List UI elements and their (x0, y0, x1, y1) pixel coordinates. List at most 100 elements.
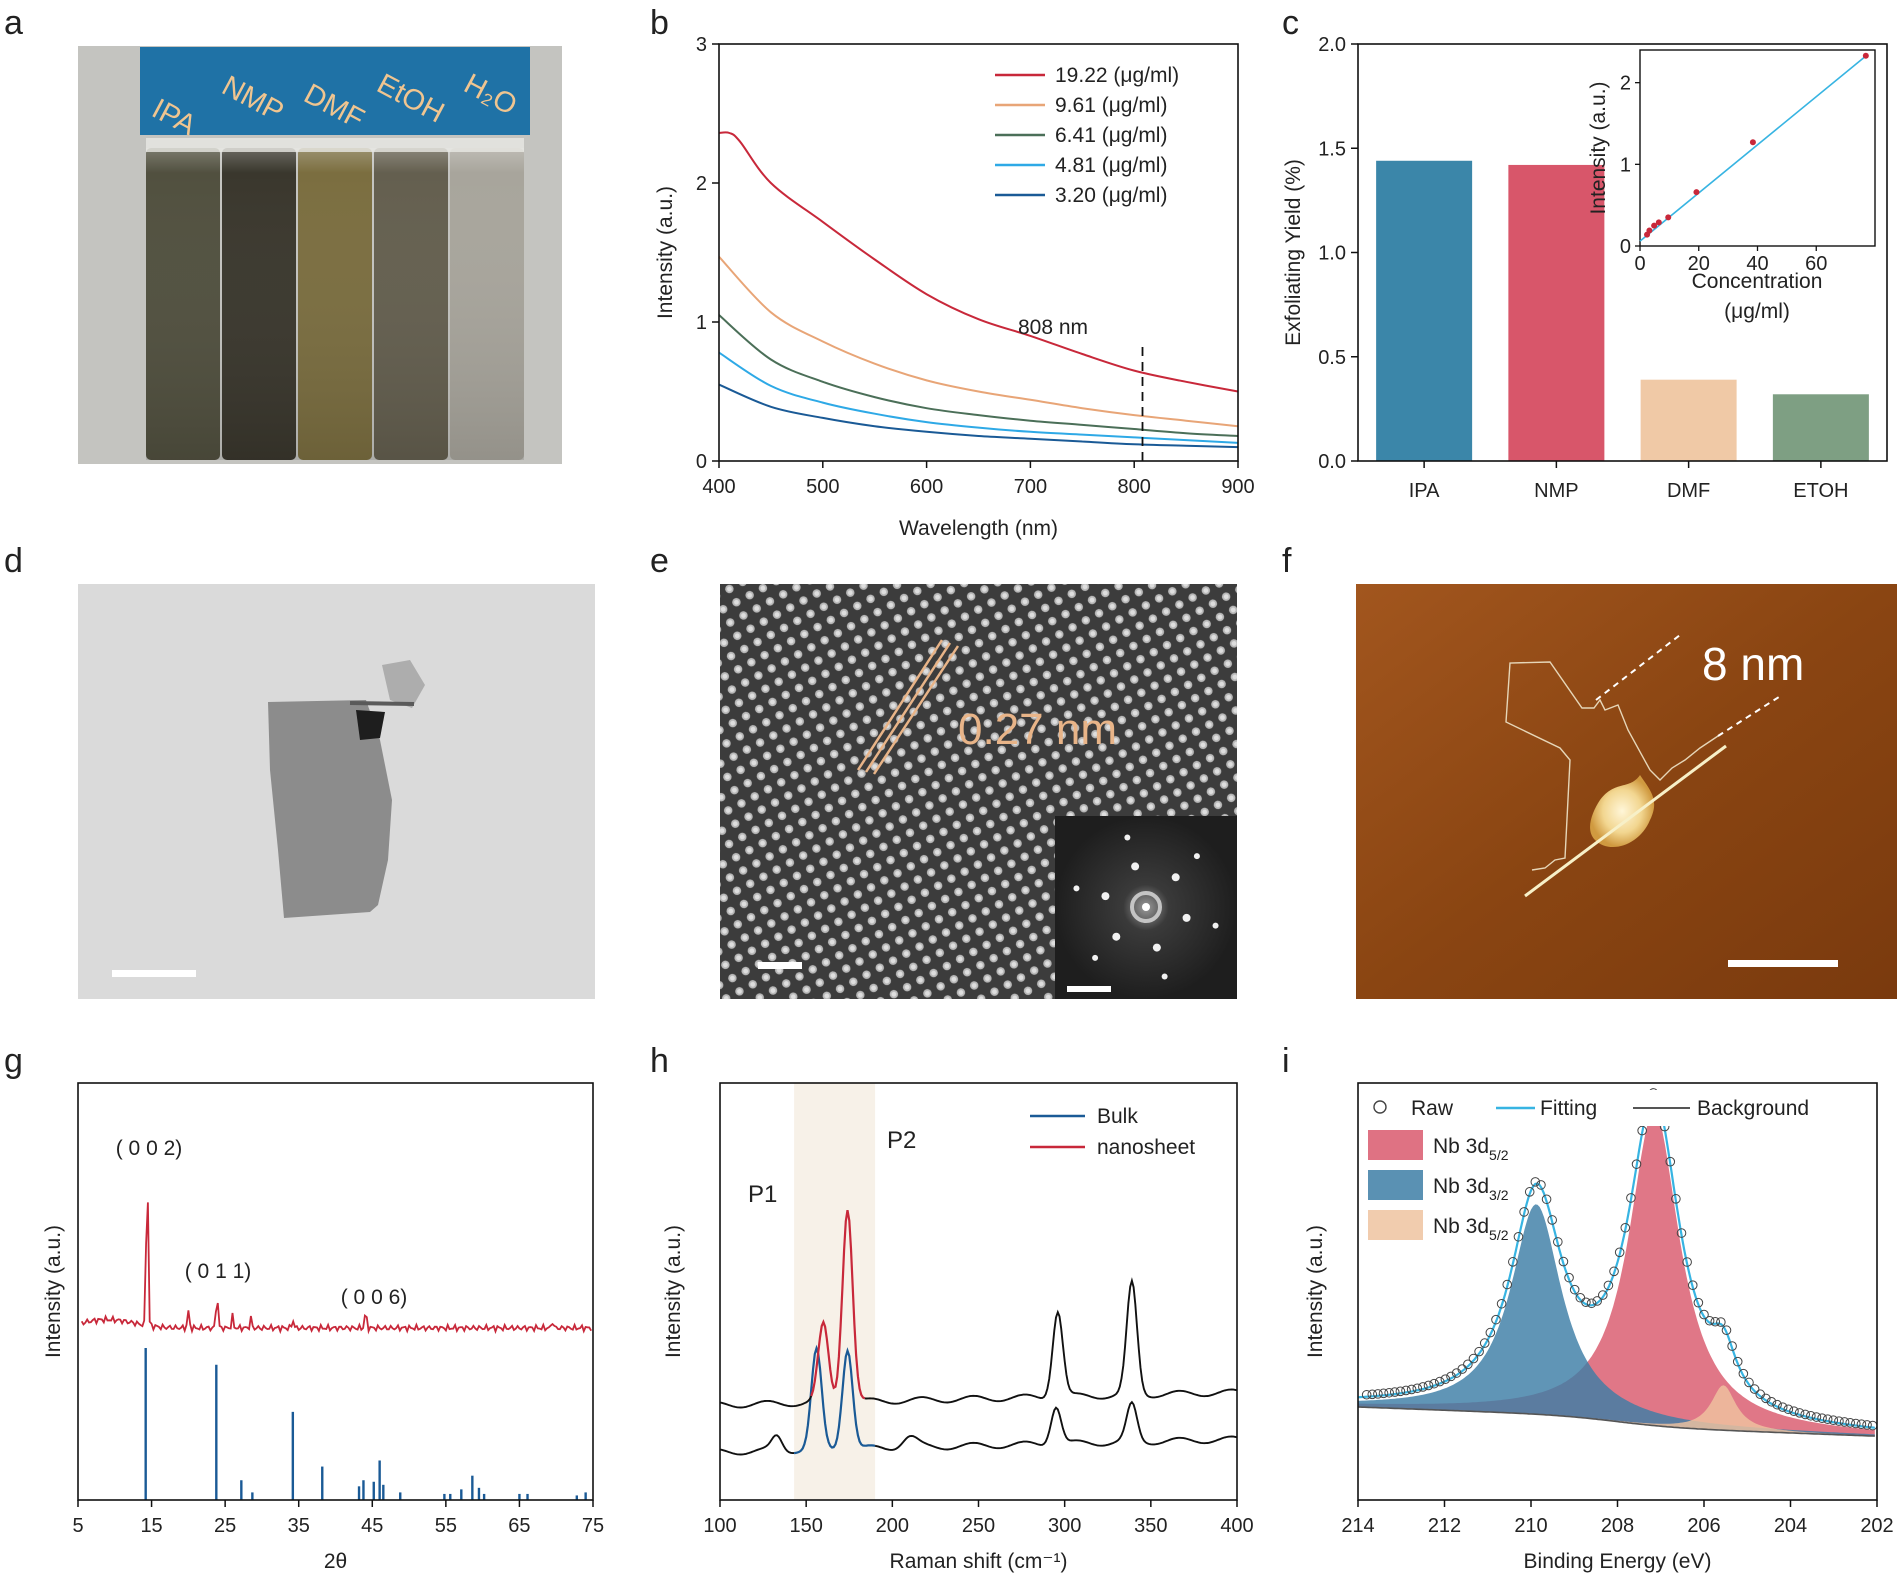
x-tick-label: 150 (789, 1515, 822, 1537)
x-tick-label: 15 (140, 1515, 162, 1537)
bar (1508, 164, 1605, 461)
plot-frame (718, 43, 1239, 462)
y-tick-label: 1.0 (1318, 243, 1346, 265)
tem-edge (349, 701, 415, 706)
x-tick-label: 400 (702, 476, 735, 498)
x-category-label: NMP (1534, 480, 1578, 502)
x-tick-label: 204 (1774, 1515, 1807, 1537)
raw-data-point (1603, 1280, 1614, 1291)
y-tick-label: 2.0 (1318, 34, 1346, 56)
raw-data-point (1530, 1177, 1541, 1187)
raw-data-point (1406, 1384, 1417, 1395)
raw-data-point (1547, 1215, 1557, 1225)
x-tick-label: 350 (1134, 1515, 1167, 1537)
x-tick-label: 75 (582, 1515, 604, 1537)
raw-data-point (1828, 1415, 1839, 1426)
legend-component-label: Nb 3d5/2 (1433, 1135, 1509, 1163)
raw-data-point (1744, 1377, 1754, 1388)
spectrum-line (718, 383, 1239, 449)
fft-spot (1101, 892, 1110, 901)
raw-data-point (1822, 1414, 1833, 1425)
raw-data-point (1699, 1309, 1709, 1320)
raw-data-point (1361, 1389, 1372, 1400)
raw-data-point (1508, 1257, 1518, 1267)
afm-line-scan (1524, 744, 1727, 898)
spectrum-line (718, 351, 1239, 444)
inset-x-tick-label: 40 (1746, 253, 1768, 275)
panel-c-exfoliating-yield: c IPA NMP DMF ETOH 0.0 0.5 1.0 1.5 2.0 Exfoliating… (1282, 4, 1888, 502)
legend-label-background: Background (1697, 1097, 1809, 1120)
raw-data-point (1772, 1399, 1782, 1410)
inset-data-point (1646, 227, 1653, 234)
raw-data-point (1491, 1314, 1501, 1325)
panel-label-h: h (650, 1042, 669, 1080)
x-axis-label: Wavelength (nm) (899, 517, 1058, 540)
raw-data-point (1839, 1417, 1850, 1427)
x-tick-label: 65 (508, 1515, 530, 1537)
y-tick-label: 3 (696, 34, 707, 56)
x-tick-label: 35 (288, 1515, 310, 1537)
inset-x-axis-unit: (μg/ml) (1724, 300, 1790, 323)
peak-label: ( 0 1 1) (185, 1260, 252, 1283)
fft-spot (1171, 873, 1180, 882)
raw-data-point (1682, 1257, 1692, 1267)
lattice-fringe-line (872, 645, 960, 775)
spectrum-line (718, 314, 1239, 437)
afm-height-profile (1505, 661, 1719, 871)
fft-spot (1212, 922, 1219, 929)
raw-data-point (1856, 1419, 1867, 1430)
legend-component-label: Nb 3d3/2 (1433, 1175, 1509, 1203)
raw-data-point (1620, 1222, 1631, 1233)
raw-data-point (1777, 1402, 1788, 1412)
panel-label-c: c (1282, 4, 1299, 42)
x-tick-label: 700 (1014, 476, 1047, 498)
inset-y-tick-label: 0 (1620, 236, 1631, 258)
inset-x-tick-label: 20 (1688, 253, 1710, 275)
x-tick-label: 600 (910, 476, 943, 498)
raw-data-point (1434, 1376, 1445, 1387)
raw-data-point (1496, 1298, 1507, 1309)
raw-data-point (1412, 1383, 1423, 1394)
panel-label-e: e (650, 542, 669, 580)
solvent-banner (140, 47, 530, 135)
x-tick-label: 100 (703, 1515, 736, 1537)
raw-data-point (1626, 1193, 1636, 1203)
fft-spot (1131, 862, 1140, 871)
raw-data-point (1834, 1416, 1844, 1426)
component-peak-area (1358, 1385, 1875, 1437)
legend-label: 3.20 (μg/ml) (1055, 184, 1167, 207)
raw-data-point (1586, 1298, 1597, 1309)
fft-spot (1152, 943, 1161, 952)
raw-data-point (1716, 1317, 1726, 1327)
plot-frame (77, 1082, 594, 1501)
raw-data-point (1597, 1290, 1608, 1300)
fft-ring (1130, 891, 1162, 923)
raw-data-point (1761, 1393, 1771, 1404)
component-subscript: 5/2 (1489, 1147, 1509, 1163)
panel-b-uv-vis-spectra: b 19.22 (μg/ml) 9.61 (μg/ml) 6.41 (μg/ml) 4.… (650, 4, 1255, 540)
panel-label-i: i (1282, 1042, 1290, 1080)
raw-data-point (1418, 1382, 1428, 1392)
legend-label-raw: Raw (1411, 1097, 1454, 1120)
legend-label: 19.22 (μg/ml) (1055, 64, 1179, 87)
legend-component-swatch (1368, 1210, 1423, 1240)
xrd-pattern-line (80, 1202, 592, 1335)
raw-data-point (1389, 1387, 1400, 1397)
panel-label-f: f (1282, 542, 1292, 580)
x-category-label: ETOH (1793, 480, 1848, 502)
raw-data-point (1727, 1341, 1737, 1351)
legend-label: 6.41 (μg/ml) (1055, 124, 1167, 147)
x-tick-label: 210 (1514, 1515, 1547, 1537)
fft-spot (1112, 932, 1121, 941)
inset-fit-line (1639, 55, 1867, 242)
x-tick-label: 800 (1118, 476, 1151, 498)
raw-data-point (1766, 1396, 1777, 1407)
raw-data-point (1794, 1408, 1805, 1418)
raw-data-point (1581, 1297, 1591, 1308)
legend-label: Bulk (1097, 1105, 1138, 1128)
x-tick-label: 208 (1601, 1515, 1634, 1537)
y-tick-label: 0.0 (1318, 451, 1346, 473)
x-tick-label: 500 (806, 476, 839, 498)
inset-y-tick-label: 1 (1620, 154, 1631, 176)
